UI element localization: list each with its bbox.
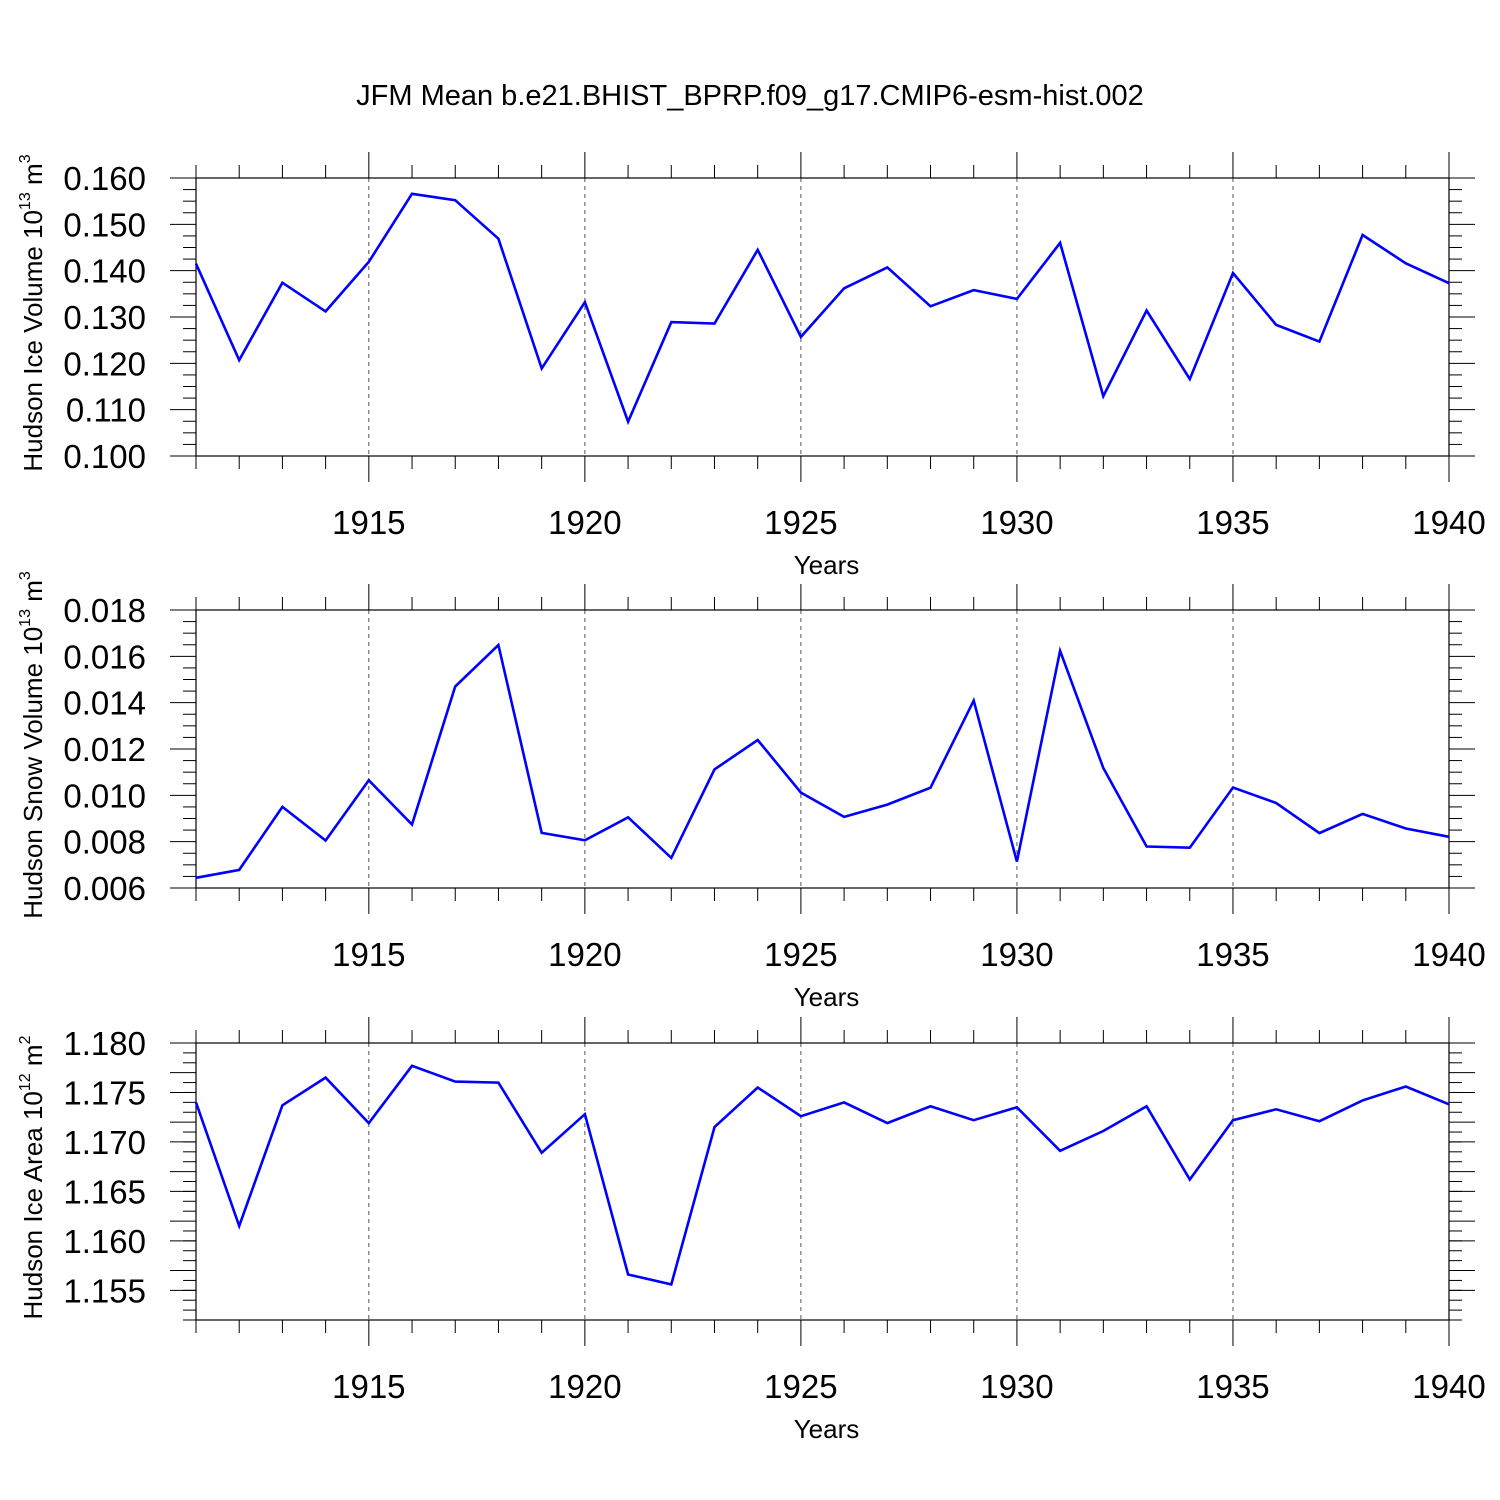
x-tick-label: 1920 xyxy=(548,1368,621,1405)
panel-2: 0.006 0.008 0.010 0.012 0.014 0.016 0.018 1915 1… xyxy=(17,571,1486,1012)
plot-frame xyxy=(195,609,1450,889)
x-tick-label: 1915 xyxy=(332,1368,405,1405)
x-tick-label: 1925 xyxy=(764,504,837,541)
y-tick-label: 0.140 xyxy=(63,253,146,290)
x-tick-label: 1935 xyxy=(1196,1368,1269,1405)
y-tick-label: 0.008 xyxy=(63,824,146,861)
y-tick-label: 0.006 xyxy=(63,870,146,907)
x-tick-label: 1915 xyxy=(332,504,405,541)
y-axis-label: Hudson Ice Volume 1013 m3 xyxy=(17,154,48,471)
y-axis-label: Hudson Ice Area 1012 m2 xyxy=(17,1035,48,1319)
x-tick-label: 1920 xyxy=(548,504,621,541)
y-tick-label: 1.160 xyxy=(63,1223,146,1260)
x-tick-label: 1935 xyxy=(1196,936,1269,973)
y-tick-label: 0.010 xyxy=(63,777,146,814)
y-tick-label: 1.180 xyxy=(63,1025,146,1062)
series-line xyxy=(195,642,1450,880)
y-tick-label: 0.014 xyxy=(63,685,146,722)
y-tick-label: 1.175 xyxy=(63,1074,146,1111)
x-tick-label: 1930 xyxy=(980,504,1053,541)
panel-3: 1.155 1.160 1.165 1.170 1.175 1.180 1915 1920 19… xyxy=(17,1017,1486,1444)
y-tick-label: 0.016 xyxy=(63,638,146,675)
x-tick-label: 1940 xyxy=(1412,1368,1485,1405)
plot-frame xyxy=(195,177,1450,457)
y-tick-label: 0.150 xyxy=(63,206,146,243)
x-tick-label: 1930 xyxy=(980,1368,1053,1405)
x-axis-label: Years xyxy=(794,1414,860,1444)
x-tick-label: 1930 xyxy=(980,936,1053,973)
plot-frame xyxy=(195,1042,1450,1321)
x-tick-label: 1940 xyxy=(1412,504,1485,541)
y-tick-label: 1.155 xyxy=(63,1272,146,1309)
y-tick-label: 0.110 xyxy=(66,392,146,429)
y-tick-label: 0.100 xyxy=(63,438,146,475)
x-tick-label: 1940 xyxy=(1412,936,1485,973)
x-tick-label: 1925 xyxy=(764,936,837,973)
x-tick-label: 1935 xyxy=(1196,504,1269,541)
panel-1: 0.100 0.110 0.120 0.130 0.140 0.150 0.160 1915 1… xyxy=(17,152,1486,580)
series-line xyxy=(194,1064,1450,1286)
x-axis-label: Years xyxy=(794,550,860,580)
x-axis-label: Years xyxy=(794,982,860,1012)
x-tick-label: 1915 xyxy=(332,936,405,973)
y-tick-label: 1.170 xyxy=(63,1124,146,1161)
x-tick-label: 1925 xyxy=(764,1368,837,1405)
y-tick-label: 0.160 xyxy=(63,160,146,197)
series-line xyxy=(194,192,1450,426)
y-axis-label: Hudson Snow Volume 1013 m3 xyxy=(17,571,48,919)
y-tick-label: 0.130 xyxy=(63,299,146,336)
chart-title: JFM Mean b.e21.BHIST_BPRP.f09_g17.CMIP6-… xyxy=(356,80,1144,112)
y-tick-label: 0.018 xyxy=(63,592,146,629)
y-tick-label: 0.120 xyxy=(63,345,146,382)
x-tick-label: 1920 xyxy=(548,936,621,973)
y-tick-label: 1.165 xyxy=(63,1173,146,1210)
y-tick-label: 0.012 xyxy=(63,731,146,768)
